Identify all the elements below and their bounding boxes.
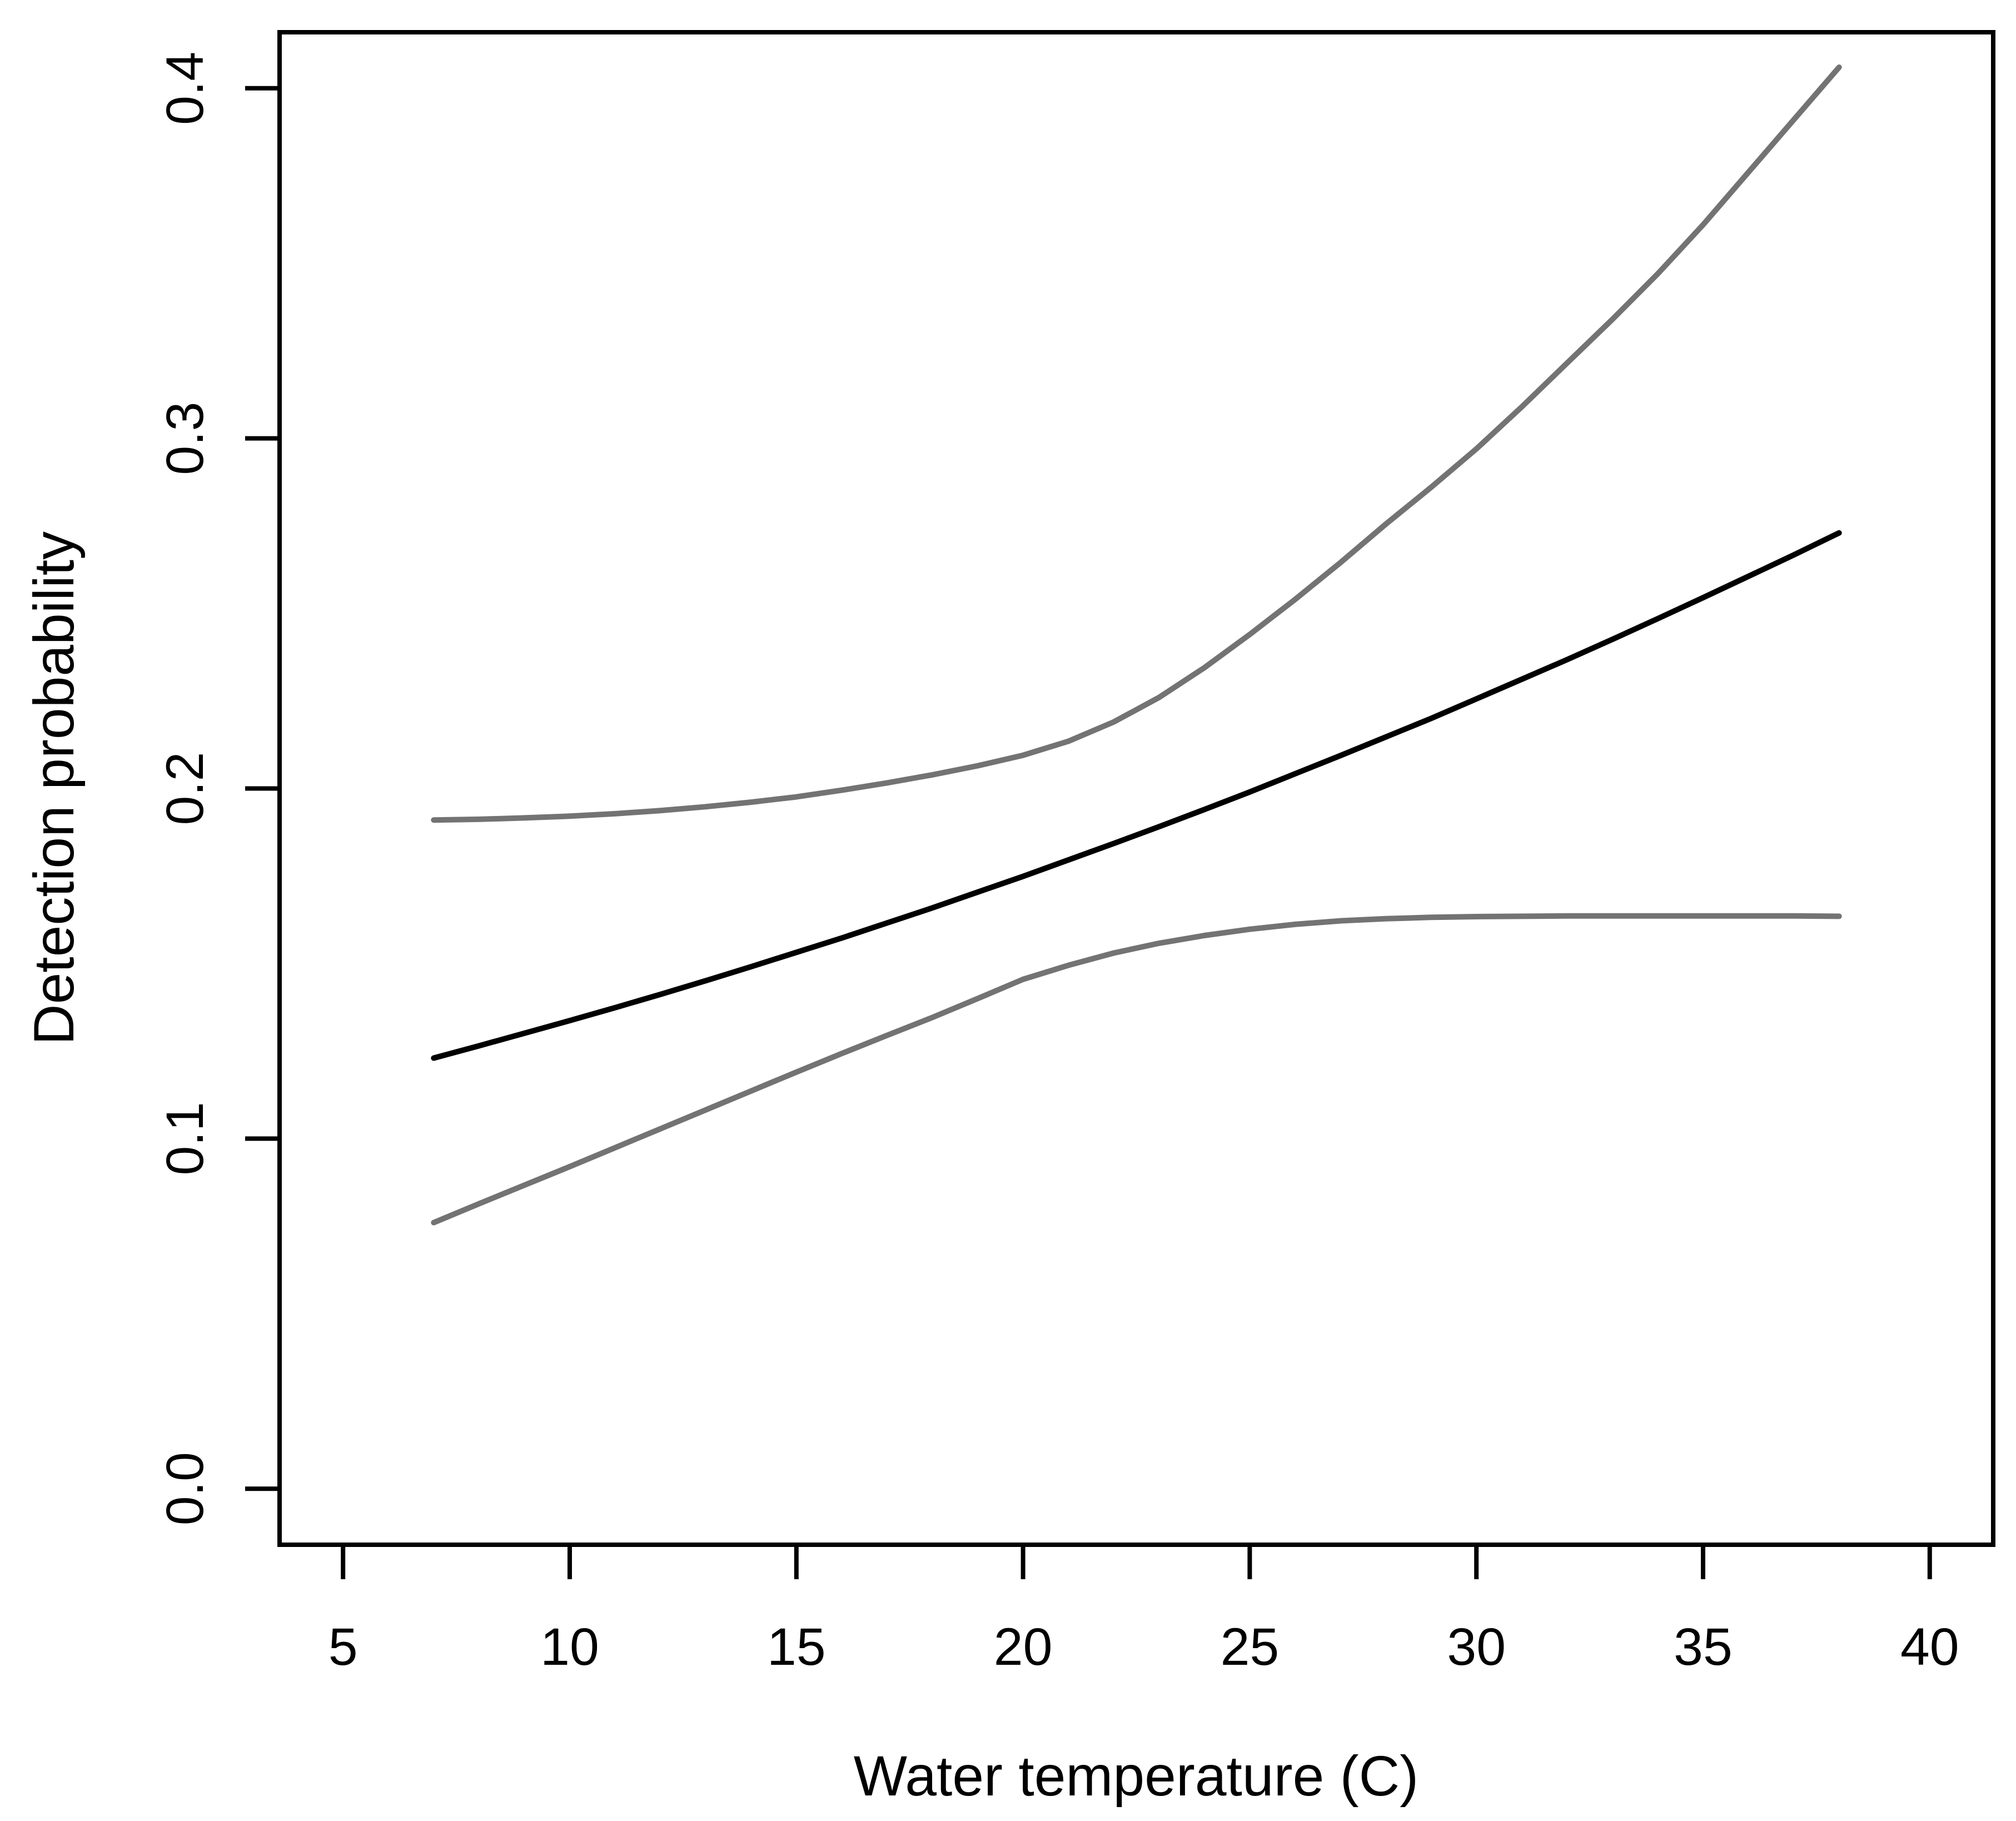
y-tick-label: 0.1: [156, 1102, 215, 1175]
x-tick-label: 30: [1447, 1618, 1506, 1676]
y-tick-label: 0.3: [156, 402, 215, 475]
y-tick-label: 0.0: [156, 1452, 215, 1525]
y-axis: 0.0 0.1 0.2 0.3 0.4: [156, 52, 280, 1525]
y-axis-title: Detection probability: [22, 531, 86, 1045]
x-tick-label: 15: [767, 1618, 826, 1676]
x-tick-label: 5: [328, 1618, 358, 1676]
x-tick-label: 40: [1900, 1618, 1959, 1676]
lower-confidence-limit-line: [431, 913, 1842, 1226]
x-tick-label: 25: [1221, 1618, 1280, 1676]
x-tick-label: 20: [994, 1618, 1053, 1676]
upper-confidence-limit-line: [431, 64, 1842, 823]
y-tick-label: 0.4: [156, 52, 215, 125]
y-tick-label: 0.2: [156, 752, 215, 825]
x-tick-label: 35: [1674, 1618, 1733, 1676]
x-axis: 5 10 15 20 25 30 35 40: [328, 1545, 1959, 1676]
x-tick-label: 10: [540, 1618, 599, 1676]
mean-detection-probability-line: [431, 530, 1842, 1061]
plot-box-border: [277, 30, 1995, 1547]
plot-box: [277, 30, 1995, 1547]
series-lines: [431, 64, 1842, 1226]
x-axis-title: Water temperature (C): [854, 1744, 1418, 1808]
